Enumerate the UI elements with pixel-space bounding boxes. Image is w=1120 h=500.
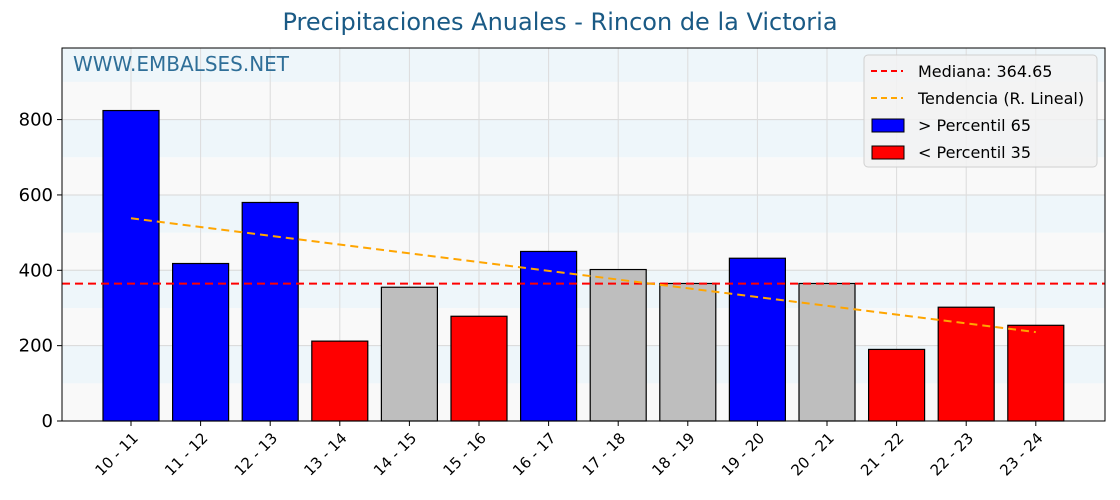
x-tick-label: 11 - 12 xyxy=(161,429,211,479)
x-tick-label: 17 - 18 xyxy=(579,429,629,479)
y-tick-label: 600 xyxy=(19,185,53,206)
reference-lines xyxy=(62,217,1105,334)
bar-13-14[interactable] xyxy=(311,340,369,422)
bar-21-22[interactable] xyxy=(867,348,926,422)
x-tick-label: 23 - 24 xyxy=(996,429,1046,479)
y-tick-label: 800 xyxy=(19,110,53,131)
bar-23-24[interactable] xyxy=(1007,324,1065,422)
x-tick-label: 18 - 19 xyxy=(648,429,698,479)
bar-10-11[interactable] xyxy=(102,109,160,422)
y-tick-label: 400 xyxy=(19,260,53,281)
bars xyxy=(102,109,1065,422)
legend-patch-swatch xyxy=(871,118,905,133)
bar-16-17[interactable] xyxy=(519,250,578,422)
band xyxy=(62,383,1105,421)
x-tick-label: 20 - 21 xyxy=(788,429,838,479)
band xyxy=(62,307,1105,346)
x-tick-label: 13 - 14 xyxy=(300,429,350,479)
y-tick-label: 200 xyxy=(19,336,53,357)
x-tick-label: 12 - 13 xyxy=(231,429,281,479)
band xyxy=(62,232,1105,271)
band xyxy=(62,194,1105,233)
x-tick-label: 16 - 17 xyxy=(509,429,559,479)
x-tick-label: 21 - 22 xyxy=(857,429,907,479)
legend-label: Mediana: 364.65 xyxy=(918,62,1052,81)
legend-patch-swatch xyxy=(871,145,905,160)
watermark: WWW.EMBALSES.NET xyxy=(73,52,290,76)
bar-15-16[interactable] xyxy=(450,315,508,422)
bar-11-12[interactable] xyxy=(172,262,230,422)
trend-line xyxy=(130,217,1036,334)
x-tick-label: 15 - 16 xyxy=(440,429,490,479)
bar-18-19[interactable] xyxy=(659,282,717,422)
x-tick-label: 14 - 15 xyxy=(370,429,420,479)
bar-17-18[interactable] xyxy=(589,268,647,422)
bar-12-13[interactable] xyxy=(241,201,299,422)
legend-box xyxy=(863,54,1098,168)
x-tick-label: 22 - 23 xyxy=(927,429,977,479)
plot-frame xyxy=(61,47,1106,422)
y-tick-label: 0 xyxy=(42,411,53,432)
bar-19-20[interactable] xyxy=(728,257,787,422)
legend-label: < Percentil 35 xyxy=(918,143,1031,162)
x-tick-label: 10 - 11 xyxy=(92,429,142,479)
y-axis: 0 200 400 600 800 xyxy=(19,110,62,432)
band xyxy=(62,345,1105,384)
x-tick-label: 19 - 20 xyxy=(718,429,768,479)
legend: Mediana: 364.65 Tendencia (R. Lineal) > P… xyxy=(863,54,1098,168)
legend-label: Tendencia (R. Lineal) xyxy=(917,89,1084,108)
legend-label: > Percentil 65 xyxy=(918,116,1031,135)
chart-title: Precipitaciones Anuales - Rincon de la V… xyxy=(282,8,838,36)
bar-22-23[interactable] xyxy=(937,306,995,422)
bar-20-21[interactable] xyxy=(798,282,856,422)
band xyxy=(62,270,1105,308)
x-axis: 10 - 11 11 - 12 12 - 13 13 - 14 14 - 15 15 - … xyxy=(92,421,1047,479)
background-bands xyxy=(62,48,1105,421)
bar-14-15[interactable] xyxy=(380,286,438,422)
